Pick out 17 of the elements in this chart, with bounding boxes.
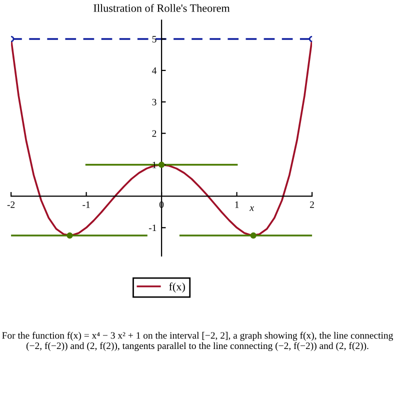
- y-tick-label: 3: [152, 98, 156, 106]
- y-tick-label: 2: [152, 130, 156, 137]
- y-tick-label: 1: [152, 162, 156, 168]
- x-tick-label: -2: [7, 201, 15, 208]
- y-tick-label: 5: [152, 36, 156, 42]
- point: [66, 232, 73, 239]
- y-tick-label: 4: [152, 67, 157, 74]
- point: [250, 232, 256, 239]
- x-tick-label: 1: [235, 201, 239, 208]
- legend-label: f(x): [169, 282, 185, 293]
- point: [158, 162, 165, 168]
- chart-title: Illustration of Rolle's Theorem: [94, 4, 230, 12]
- x-tick-label: -1: [82, 201, 90, 208]
- x-axis-title: x: [250, 206, 254, 211]
- y-tick-label: -1: [148, 224, 156, 232]
- x-tick-label: 2: [310, 201, 314, 208]
- text: For the function f(x) = x⁴ − 3 x² + 1 on the interval [−2, 2], a graph showing f(x), the line connecting (−2, f(−2)) and (2, f(2)), tangents parallel to the line connecting (−2, f(−2)) and (2, f(2)).: [2, 332, 394, 352]
